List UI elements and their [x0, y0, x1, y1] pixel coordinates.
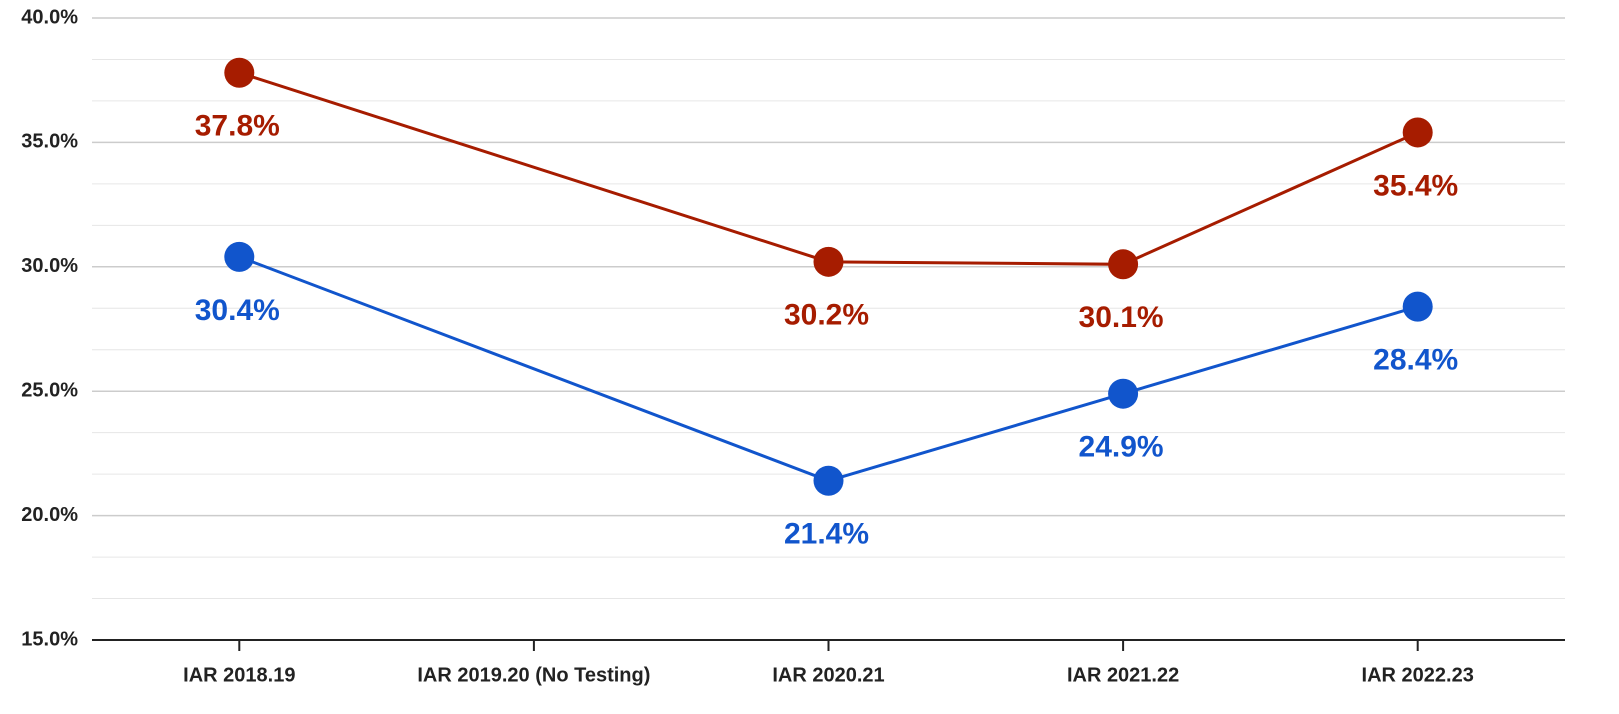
data-label: 21.4% — [784, 518, 869, 551]
data-label: 28.4% — [1373, 344, 1458, 377]
data-point — [1108, 378, 1139, 409]
x-tick-label: IAR 2022.23 — [1362, 664, 1474, 686]
data-point — [1402, 117, 1433, 148]
x-tick-label: IAR 2020.21 — [772, 664, 884, 686]
y-tick-label: 35.0% — [21, 131, 78, 153]
x-tick-label: IAR 2019.20 (No Testing) — [417, 664, 650, 686]
y-tick-label: 25.0% — [21, 379, 78, 401]
y-tick-label: 40.0% — [21, 6, 78, 28]
series-line — [238, 71, 1419, 266]
data-label: 30.1% — [1079, 301, 1164, 334]
x-tick-label: IAR 2021.22 — [1067, 664, 1179, 686]
series-line — [238, 255, 1419, 483]
y-tick-label: 15.0% — [21, 628, 78, 650]
data-point — [224, 241, 255, 272]
data-point — [1108, 249, 1139, 280]
data-point — [1402, 291, 1433, 322]
data-point — [813, 246, 844, 277]
y-tick-label: 30.0% — [21, 255, 78, 277]
data-label: 30.2% — [784, 299, 869, 332]
data-point — [813, 465, 844, 496]
data-point — [224, 57, 255, 88]
data-label: 30.4% — [195, 294, 280, 327]
data-label: 37.8% — [195, 110, 280, 143]
data-label: 35.4% — [1373, 169, 1458, 202]
data-label: 24.9% — [1079, 431, 1164, 464]
y-tick-label: 20.0% — [21, 504, 78, 526]
x-tick-label: IAR 2018.19 — [183, 664, 295, 686]
